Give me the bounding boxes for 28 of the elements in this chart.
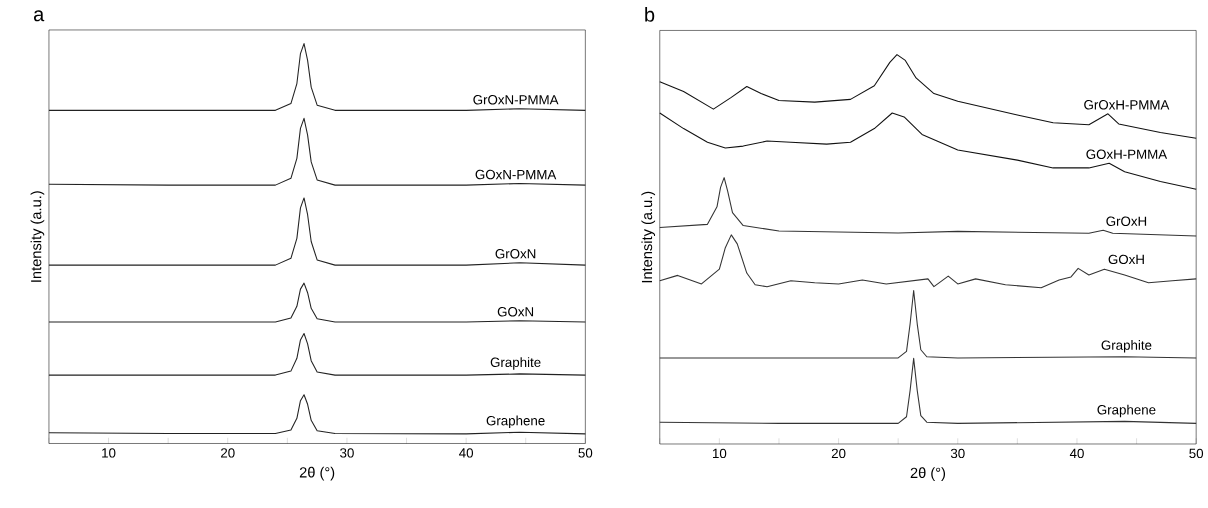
y-axis-title: Intensity (a.u.): [30, 191, 45, 282]
series-label: GOxH: [1108, 254, 1144, 264]
series-label: GOxH-PMMA: [1086, 149, 1168, 159]
x-tick-label: 20: [221, 448, 235, 458]
y-axis-title: Intensity (a.u.): [641, 191, 656, 283]
series-label: GrOxN: [495, 248, 536, 259]
x-tick-label: 10: [712, 448, 727, 458]
series-label: GOxN: [497, 306, 534, 317]
series-label: Graphite: [490, 357, 541, 370]
series-label: Graphite: [1101, 339, 1152, 353]
series-label: Graphene: [486, 415, 545, 428]
series-label: GOxN-PMMA: [475, 169, 557, 180]
x-tick-label: 50: [1189, 448, 1204, 458]
x-axis-title: 2θ (°): [299, 466, 335, 481]
x-tick-label: 40: [459, 448, 474, 458]
x-tick-label: 30: [340, 448, 354, 458]
x-tick-label: 50: [578, 448, 593, 458]
series-label: Graphene: [1097, 404, 1156, 417]
x-axis-title: 2θ (°): [910, 467, 946, 481]
x-tick-label: 40: [1069, 448, 1084, 458]
chart-title: a: [33, 10, 45, 22]
x-tick-label: 30: [950, 448, 965, 458]
x-tick-label: 10: [102, 448, 116, 458]
chart-title: b: [645, 6, 655, 22]
series-label: GrOxN-PMMA: [473, 94, 559, 105]
series-label: GrOxH: [1106, 216, 1147, 226]
x-tick-label: 20: [831, 448, 846, 458]
series-label: GrOxH-PMMA: [1084, 99, 1170, 110]
